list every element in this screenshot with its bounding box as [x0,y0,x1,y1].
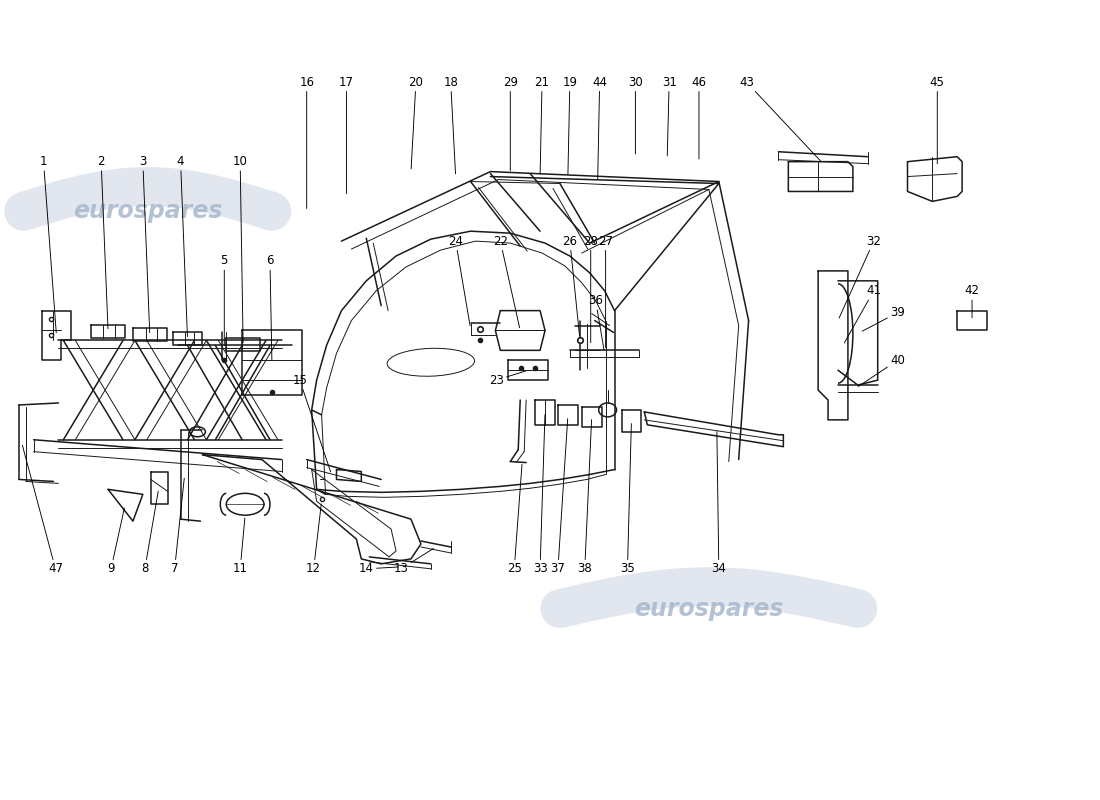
Text: 1: 1 [40,155,56,333]
Text: 35: 35 [620,424,635,575]
Text: 47: 47 [22,446,63,575]
Text: 43: 43 [739,76,822,162]
Text: 25: 25 [507,464,522,575]
Text: 9: 9 [108,508,124,575]
Text: 18: 18 [443,76,458,174]
Text: 28: 28 [583,234,598,342]
Text: 16: 16 [299,76,315,209]
Text: 42: 42 [965,284,979,318]
Text: 17: 17 [339,76,354,194]
Text: 19: 19 [562,76,578,174]
Text: eurospares: eurospares [634,597,783,621]
Text: 23: 23 [488,371,526,386]
Text: 46: 46 [692,76,706,159]
Text: 36: 36 [588,294,604,350]
Text: 37: 37 [550,418,568,575]
Text: 21: 21 [535,76,550,174]
Text: 8: 8 [141,491,158,575]
Text: 6: 6 [266,254,274,361]
Text: 13: 13 [394,549,433,575]
Text: eurospares: eurospares [73,199,222,223]
Text: 5: 5 [221,254,228,346]
Text: 26: 26 [562,234,580,336]
Text: 10: 10 [233,155,248,342]
Text: 12: 12 [306,504,321,575]
Text: 11: 11 [233,518,248,575]
Text: 33: 33 [532,414,548,575]
Text: 22: 22 [493,234,519,328]
Text: 44: 44 [592,76,607,178]
Text: 4: 4 [177,155,187,337]
Text: 29: 29 [503,76,518,171]
Text: 14: 14 [359,562,398,575]
Text: 39: 39 [862,306,905,331]
Text: 32: 32 [839,234,881,318]
Text: 45: 45 [930,76,945,164]
Text: 41: 41 [845,284,881,343]
Text: 2: 2 [98,155,108,329]
Text: 3: 3 [140,155,150,333]
Text: 38: 38 [578,420,592,575]
Text: 40: 40 [858,354,905,386]
Text: 34: 34 [712,431,726,575]
Text: 31: 31 [662,76,676,156]
Text: 15: 15 [293,374,331,472]
Text: 27: 27 [598,234,613,347]
Text: 20: 20 [408,76,424,169]
Text: 7: 7 [170,478,185,575]
Text: 24: 24 [448,234,470,326]
Text: 30: 30 [628,76,642,154]
